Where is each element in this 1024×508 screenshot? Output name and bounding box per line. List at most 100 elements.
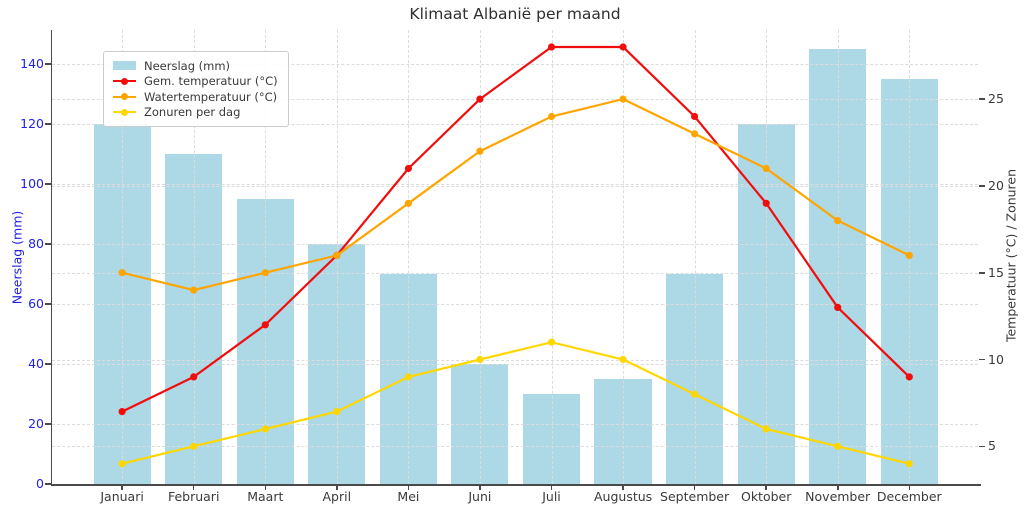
x-axis-spine — [51, 483, 981, 486]
line-sun-hours-marker — [905, 460, 913, 468]
line-water-temperature-marker — [547, 112, 556, 121]
y-tick-left — [45, 123, 51, 125]
y-tick-label-right: 25 — [988, 91, 1004, 107]
legend-item-neerslag: Neerslag (mm) — [113, 58, 278, 74]
legend-swatch-neerslag — [113, 61, 136, 71]
legend: Neerslag (mm) Gem. temperatuur (°C) Watert… — [103, 51, 289, 127]
gridline-h-left — [52, 304, 978, 305]
line-sun-hours-marker — [190, 442, 198, 450]
x-tick — [693, 485, 696, 490]
y-tick-label-right: 20 — [988, 177, 1004, 193]
gridline-v-month — [623, 30, 625, 484]
x-tick-label: Februari — [167, 489, 220, 504]
line-water-temperature-marker — [476, 147, 484, 155]
y-tick-label-right: 10 — [988, 351, 1004, 367]
bar-neerslag — [522, 394, 581, 484]
x-tick-label: Mei — [397, 489, 420, 504]
line-avg-temperature — [121, 45, 911, 413]
line-avg-temperature-marker — [547, 43, 556, 51]
x-tick — [908, 485, 911, 490]
line-avg-temperature-marker — [834, 303, 842, 311]
y-tick-left — [45, 63, 51, 65]
line-water-temperature-marker — [834, 217, 842, 225]
line-sun-hours-marker — [118, 460, 126, 468]
x-tick-label: December — [876, 489, 942, 504]
line-avg-temperature-marker — [619, 43, 627, 51]
x-tick-label: November — [805, 489, 871, 504]
y-tick-label-left: 120 — [20, 116, 44, 131]
y-tick-label-right: 15 — [988, 264, 1004, 280]
gridline-v-month — [193, 30, 195, 484]
line-water-temperature-marker — [118, 269, 126, 277]
y-tick-label-left: 100 — [20, 176, 44, 191]
y-tick-right — [979, 272, 985, 274]
line-water-temperature-marker — [691, 130, 699, 138]
y-tick-right — [979, 358, 985, 361]
chart-title: Klimaat Albanië per maand — [409, 5, 621, 23]
x-tick — [121, 485, 123, 490]
legend-dot-sample — [121, 93, 128, 101]
line-avg-temperature-marker — [905, 373, 913, 381]
legend-swatch-line-water-temperature — [113, 92, 136, 101]
y-tick-left — [45, 303, 51, 305]
x-tick-label: September — [660, 489, 730, 504]
line-water-temperature-marker — [261, 269, 269, 277]
bar-neerslag — [236, 199, 294, 484]
y-axis-spine — [50, 30, 52, 485]
x-tick-label: Oktober — [740, 489, 792, 504]
gridline-h-left — [52, 64, 978, 65]
x-tick-label: April — [322, 489, 352, 504]
gridline-v-month — [479, 30, 481, 484]
y-tick-left — [45, 423, 51, 425]
gridline-h-right — [52, 272, 978, 274]
legend-dot-sample — [121, 108, 128, 116]
gridline-v-month — [265, 30, 267, 484]
line-sun-hours-marker — [333, 408, 341, 416]
y-tick-left — [45, 483, 51, 485]
line-water-temperature-marker — [762, 164, 770, 173]
line-sun-hours-marker — [691, 390, 699, 398]
gridline-h-left — [52, 364, 978, 365]
gridline-h-left — [52, 124, 978, 125]
line-avg-temperature-marker — [404, 164, 412, 173]
x-tick — [550, 485, 553, 490]
y-tick-right — [979, 445, 985, 448]
y-tick-left — [45, 243, 51, 245]
line-water-temperature-marker — [905, 251, 913, 259]
y-tick-label-left: 60 — [28, 296, 44, 311]
y-tick-label-left: 80 — [28, 236, 44, 251]
gridline-h-right — [52, 185, 978, 187]
bar-neerslag — [594, 379, 652, 484]
y-tick-left — [45, 363, 51, 365]
y-tick-label-left: 0 — [36, 476, 44, 491]
line-sun-hours-marker — [404, 373, 412, 381]
legend-label-line-sun-hours: Zonuren per dag — [144, 105, 241, 120]
line-avg-temperature-marker — [762, 199, 770, 207]
line-water-temperature-marker — [404, 199, 412, 207]
bar-neerslag — [880, 79, 938, 484]
line-water-temperature-marker — [190, 286, 198, 294]
x-tick — [192, 485, 195, 490]
x-tick-label: Augustus — [594, 489, 653, 504]
line-water-temperature-marker — [333, 251, 341, 259]
x-tick — [765, 485, 767, 490]
gridline-v-month — [837, 30, 839, 484]
legend-item-line-water-temperature: Watertemperatuur (°C) — [113, 89, 278, 105]
y-tick-left — [45, 183, 51, 185]
line-sun-hours-marker — [547, 338, 556, 346]
legend-label-line-avg-temperature: Gem. temperatuur (°C) — [144, 74, 278, 89]
gridline-h-left — [52, 184, 978, 185]
x-tick — [264, 485, 266, 490]
x-tick-label: Januari — [100, 489, 144, 504]
line-sun-hours-marker — [762, 425, 770, 433]
line-avg-temperature-marker — [476, 95, 484, 103]
plot-area: Neerslag (mm) Gem. temperatuur (°C) Watert… — [52, 30, 978, 484]
line-sun-hours — [121, 341, 910, 465]
line-sun-hours-marker — [261, 425, 269, 433]
gridline-v-month — [551, 30, 553, 484]
gridline-v-month — [694, 30, 696, 484]
line-sun-hours-marker — [834, 442, 842, 450]
gridline-h-left — [52, 244, 978, 245]
legend-label-neerslag: Neerslag (mm) — [144, 58, 231, 73]
